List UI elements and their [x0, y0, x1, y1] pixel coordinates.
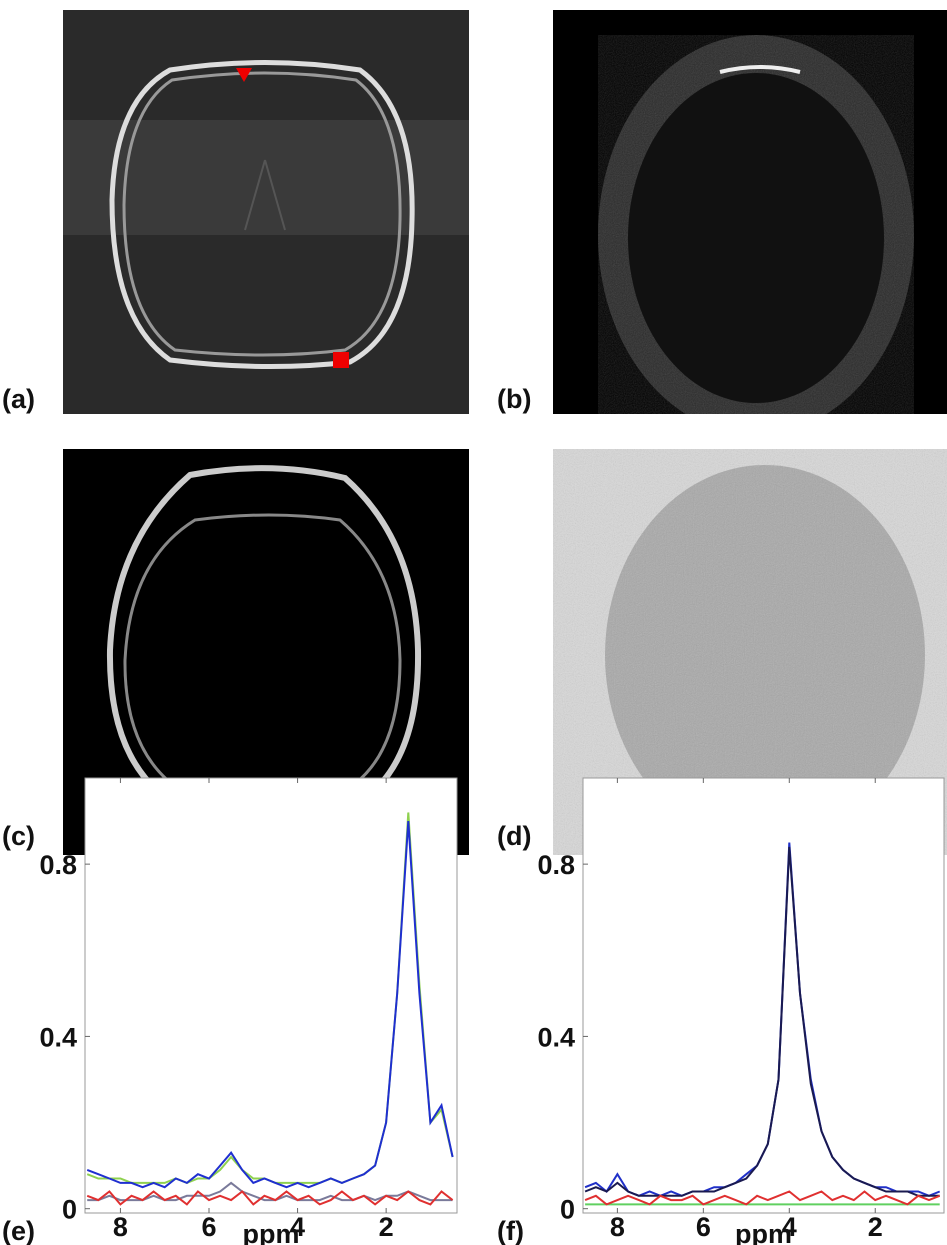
data-line	[87, 1181, 453, 1202]
data-line	[86, 1190, 454, 1206]
image-b	[553, 10, 947, 414]
y-tick-label: 0.8	[537, 850, 575, 880]
y-tick-label: 0.8	[39, 850, 77, 880]
x-tick-label: 6	[201, 1212, 216, 1242]
panel-label: (f)	[497, 1216, 524, 1245]
plot-area	[84, 777, 458, 1214]
x-tick-label: 4	[290, 1212, 305, 1242]
y-tick-label: 0.4	[537, 1022, 575, 1052]
x-tick-label: 2	[868, 1212, 883, 1242]
data-line	[584, 1190, 941, 1206]
x-axis-label: ppm	[243, 1219, 300, 1245]
data-line	[584, 846, 940, 1197]
y-tick-label: 0	[560, 1195, 575, 1225]
plot-area	[582, 777, 945, 1214]
x-axis-label: ppm	[735, 1219, 792, 1245]
panel-label: (a)	[2, 384, 35, 414]
x-tick-label: 6	[696, 1212, 711, 1242]
y-tick-label: 0	[62, 1195, 77, 1225]
image-a	[63, 10, 469, 414]
x-tick-label: 4	[782, 1212, 797, 1242]
data-line	[86, 821, 454, 1189]
x-tick-label: 2	[379, 1212, 394, 1242]
y-tick-label: 0.4	[39, 1022, 77, 1052]
x-tick-label: 8	[113, 1212, 128, 1242]
x-tick-label: 8	[610, 1212, 625, 1242]
panel-label: (e)	[2, 1216, 35, 1245]
panel-label: (c)	[2, 821, 35, 851]
panel-label: (b)	[497, 384, 531, 414]
panel-label: (d)	[497, 821, 531, 851]
